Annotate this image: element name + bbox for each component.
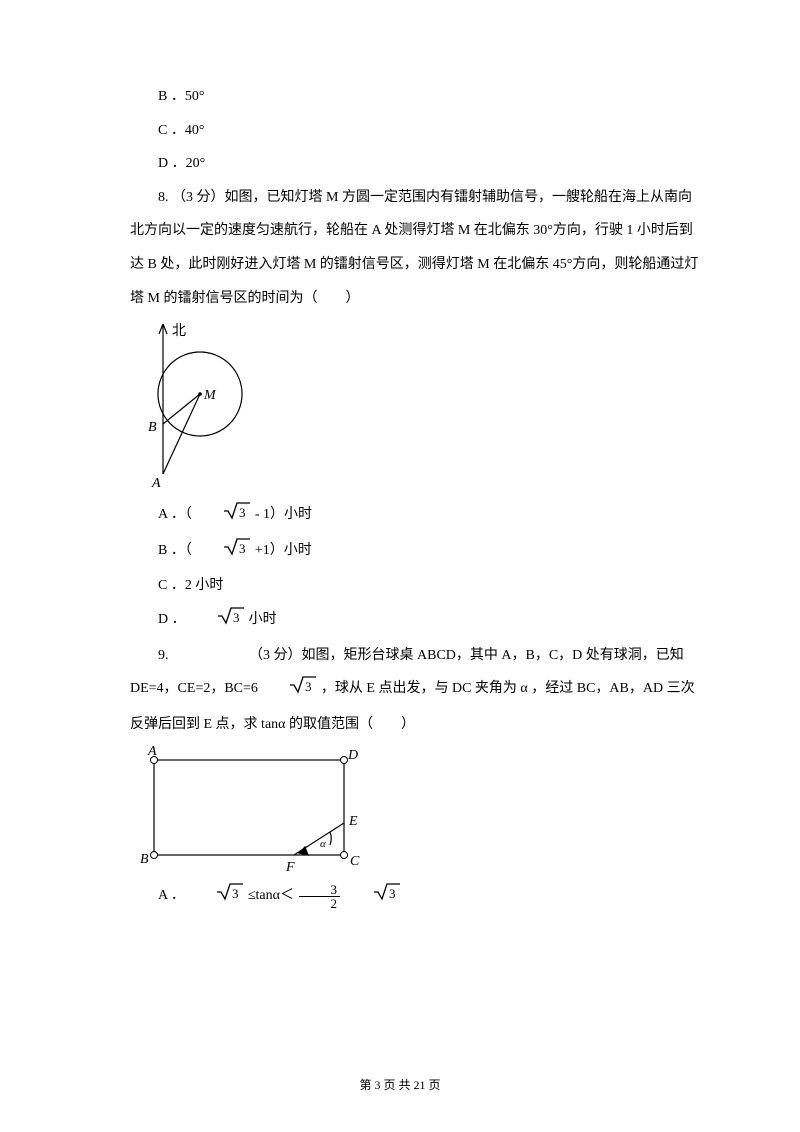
text-span: A ．（ (158, 507, 192, 522)
text-span: +1）小时 (255, 543, 312, 558)
q9-text: 9. （3 分）如图，矩形台球桌 ABCD，其中 A，B，C，D 处有球洞，已知… (130, 639, 700, 742)
q9-opt-a: A ． 3 ≤tanα＜ 3 2 3 (130, 879, 700, 915)
m-label: M (203, 388, 217, 403)
sqrt3-icon: 3 (261, 674, 317, 708)
sqrt3-icon: 3 (345, 881, 401, 915)
svg-text:3: 3 (239, 541, 246, 556)
text-span: A ． (158, 888, 185, 903)
svg-text:3: 3 (389, 886, 396, 901)
a-label: A (147, 745, 157, 759)
denominator: 2 (299, 897, 340, 910)
q8-opt-d: D ． 3 小时 (130, 603, 700, 639)
sqrt3-icon: 3 (189, 605, 245, 639)
exam-page: B ．50° C ．40° D ．20° 8. （3 分）如图，已知灯塔 M 方… (0, 0, 800, 1132)
q9-figure: A D B C E F α (134, 745, 364, 875)
q8-text: 8. （3 分）如图，已知灯塔 M 方圆一定范围内有镭射辅助信号，一艘轮船在海上… (130, 181, 700, 315)
q8-figure: 北 M B A (130, 319, 260, 494)
svg-text:3: 3 (233, 610, 240, 625)
q8-opt-b: B ．（ 3 +1）小时 (130, 534, 700, 570)
q8-opt-c: C ．2 小时 (130, 569, 700, 603)
sqrt3-icon: 3 (188, 881, 244, 915)
b-label: B (140, 852, 149, 867)
sqrt3-icon: 3 (195, 536, 251, 570)
d-label: D (347, 748, 358, 763)
alpha-label: α (320, 838, 326, 850)
sqrt3-icon: 3 (195, 500, 251, 534)
numerator: 3 (299, 883, 340, 897)
e-label: E (348, 814, 358, 829)
opt-top-d: D ．20° (130, 147, 700, 181)
a-label: A (151, 476, 161, 491)
north-label: 北 (172, 323, 186, 339)
opt-top-c: C ．40° (130, 114, 700, 148)
page-footer: 第 3 页 共 21 页 (0, 1071, 800, 1100)
fraction-3-2: 3 2 (299, 883, 340, 910)
q8-opt-a: A ．（ 3 - 1）小时 (130, 498, 700, 534)
text-span: B ．（ (158, 543, 192, 558)
svg-text:3: 3 (305, 679, 312, 694)
c-label: C (350, 854, 360, 869)
text-span: ≤tanα＜ (248, 888, 298, 903)
opt-top-b: B ．50° (130, 80, 700, 114)
f-label: F (285, 860, 295, 875)
text-span: D ． (158, 612, 186, 627)
svg-text:3: 3 (232, 886, 239, 901)
svg-text:3: 3 (239, 505, 246, 520)
b-label: B (148, 420, 157, 435)
text-span: - 1）小时 (255, 507, 312, 522)
text-span: 小时 (249, 612, 277, 627)
